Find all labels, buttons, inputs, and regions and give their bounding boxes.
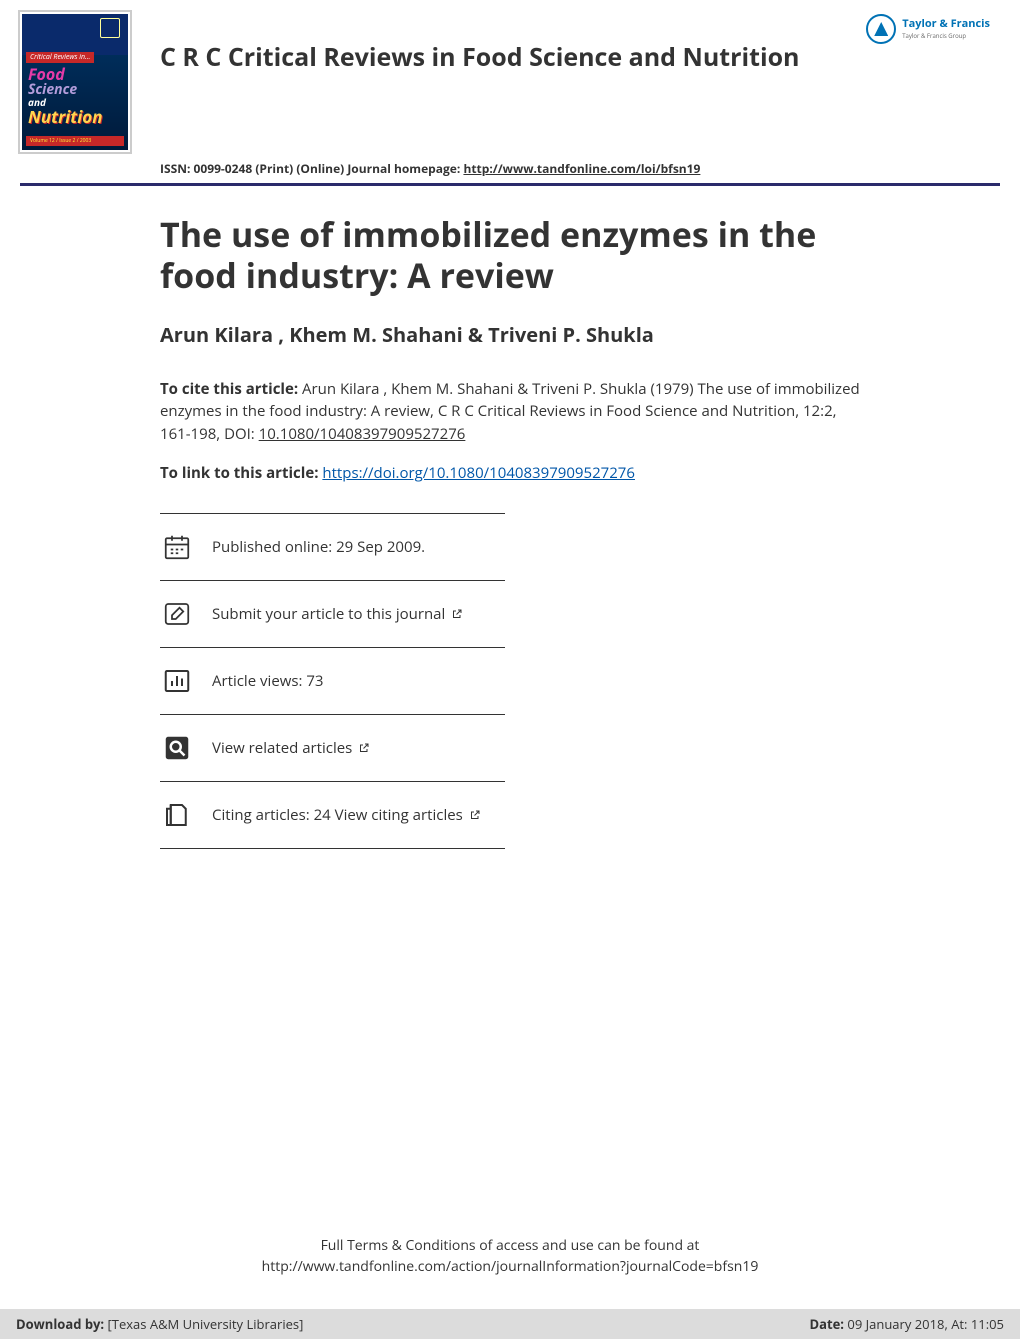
homepage-link[interactable]: http://www.tandfonline.com/loi/bfsn19: [463, 160, 700, 177]
main-content: The use of immobilized enzymes in the fo…: [0, 186, 1020, 849]
action-related-link[interactable]: View related articles: [212, 738, 370, 759]
bar-chart-icon: [160, 664, 194, 698]
link-label: To link to this article:: [160, 463, 322, 483]
action-related[interactable]: View related articles: [160, 715, 505, 782]
action-submit[interactable]: Submit your article to this journal: [160, 581, 505, 648]
action-citing-label: Citing articles: 24 View citing articles: [212, 805, 467, 825]
issn-prefix: ISSN: 0099-0248 (Print) (Online) Journal…: [160, 160, 463, 177]
date-value: 09 January 2018, At: 11:05: [847, 1315, 1004, 1333]
footer-terms-link[interactable]: http://www.tandfonline.com/action/journa…: [262, 1257, 759, 1276]
action-submit-link[interactable]: Submit your article to this journal: [212, 604, 463, 625]
external-link-icon: [469, 806, 481, 826]
article-url-link[interactable]: https://doi.org/10.1080/1040839790952727…: [322, 463, 635, 483]
cover-ribbon: Critical Reviews in…: [26, 52, 94, 63]
citation-block: To cite this article: Arun Kilara , Khem…: [160, 378, 860, 446]
download-bar: Download by: [Texas A&M University Libra…: [0, 1309, 1020, 1339]
external-link-icon: [358, 739, 370, 759]
action-list: Published online: 29 Sep 2009. Submit yo…: [160, 513, 505, 849]
citation-icon: [160, 798, 194, 832]
footer-text: Full Terms & Conditions of access and us…: [0, 1235, 1020, 1277]
action-related-label: View related articles: [212, 738, 356, 758]
link-block: To link to this article: https://doi.org…: [160, 463, 860, 483]
publisher-tagline: Taylor & Francis Group: [902, 32, 966, 40]
publisher-logo[interactable]: Taylor & Francis Taylor & Francis Group: [866, 14, 990, 44]
action-citing[interactable]: Citing articles: 24 View citing articles: [160, 782, 505, 849]
publisher-logo-text: Taylor & Francis Taylor & Francis Group: [902, 18, 990, 40]
calendar-icon: [160, 530, 194, 564]
action-submit-label: Submit your article to this journal: [212, 604, 449, 624]
journal-cover-thumbnail: Critical Reviews in… Food Science and Nu…: [20, 12, 130, 152]
action-published-label: Published online: 29 Sep 2009.: [212, 537, 425, 557]
article-title: The use of immobilized enzymes in the fo…: [160, 214, 860, 297]
related-icon: [160, 731, 194, 765]
cover-volume: Volume 12 / Issue 2 / 2003: [26, 136, 124, 146]
download-label: Download by:: [16, 1315, 108, 1333]
action-published: Published online: 29 Sep 2009.: [160, 513, 505, 581]
publisher-logo-icon: [866, 14, 896, 44]
cite-label: To cite this article:: [160, 379, 302, 399]
action-citing-link[interactable]: Citing articles: 24 View citing articles: [212, 805, 481, 826]
date-label: Date:: [810, 1315, 848, 1333]
download-value: [Texas A&M University Libraries]: [108, 1315, 304, 1333]
article-authors: Arun Kilara , Khem M. Shahani & Triveni …: [160, 321, 860, 348]
issn-row: ISSN: 0099-0248 (Print) (Online) Journal…: [0, 152, 1020, 183]
external-link-icon: [451, 605, 463, 625]
action-views: Article views: 73: [160, 648, 505, 715]
journal-name: C R C Critical Reviews in Food Science a…: [160, 40, 1000, 74]
action-views-label: Article views: 73: [212, 671, 324, 691]
publisher-name: Taylor & Francis: [902, 16, 990, 31]
cover-line4: Nutrition: [28, 108, 122, 126]
footer-line1: Full Terms & Conditions of access and us…: [0, 1235, 1020, 1256]
submit-icon: [160, 597, 194, 631]
doi-link[interactable]: 10.1080/10408397909527276: [259, 424, 466, 444]
